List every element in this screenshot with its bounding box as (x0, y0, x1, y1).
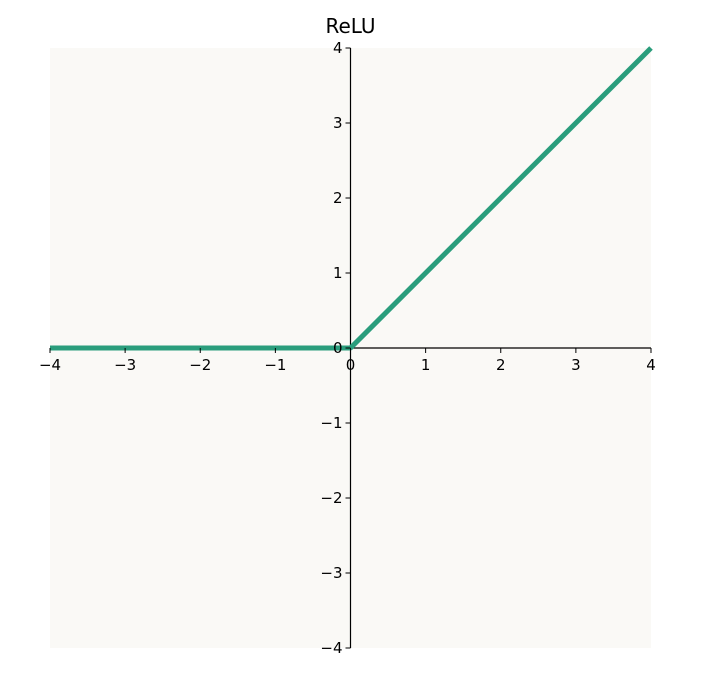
y-tick-label: −2 (320, 489, 342, 507)
x-tick-label: −4 (39, 356, 61, 374)
x-tick-label: 1 (421, 356, 431, 374)
x-tick-label: −2 (189, 356, 211, 374)
x-tick-label: −1 (264, 356, 286, 374)
y-tick-label: −3 (320, 564, 342, 582)
y-tick-label: 0 (333, 339, 343, 357)
y-tick-label: 1 (333, 264, 343, 282)
x-ticks: −4 −3 −2 −1 0 1 2 3 4 (39, 348, 656, 374)
y-tick-label: 2 (333, 189, 343, 207)
x-tick-label: 4 (646, 356, 656, 374)
y-tick-label: −1 (320, 414, 342, 432)
y-tick-label: 4 (333, 39, 343, 57)
chart-title: ReLU (325, 14, 375, 38)
y-tick-label: −4 (320, 639, 342, 657)
y-tick-label: 3 (333, 114, 343, 132)
x-tick-label: 0 (346, 356, 356, 374)
x-tick-label: 2 (496, 356, 506, 374)
x-tick-label: 3 (571, 356, 581, 374)
y-ticks: −4 −3 −2 −1 0 1 2 3 4 (320, 39, 351, 657)
x-tick-label: −3 (114, 356, 136, 374)
